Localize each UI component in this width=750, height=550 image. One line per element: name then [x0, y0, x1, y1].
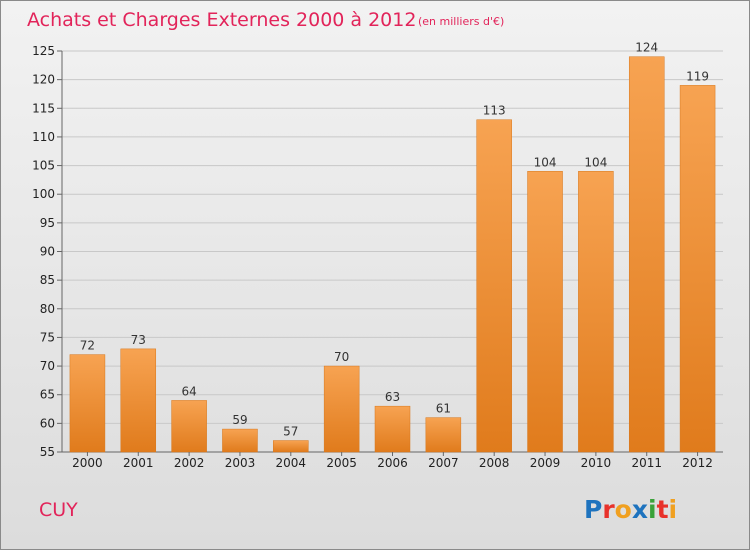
- x-tick-label: 2003: [225, 456, 256, 470]
- bar-2010: [578, 171, 614, 453]
- y-tick-label: 125: [32, 44, 55, 58]
- y-tick-label: 105: [32, 159, 55, 173]
- bar-2007: [425, 417, 462, 453]
- y-tick-label: 110: [32, 130, 55, 144]
- bar-2001: [120, 348, 157, 453]
- bar-2002: [171, 400, 207, 453]
- chart-subtitle: (en milliers d'€): [418, 15, 504, 28]
- logo-letter: i: [669, 495, 678, 524]
- bar-value-label: 59: [232, 413, 247, 427]
- bar-value-label: 73: [131, 333, 146, 347]
- logo-letter: r: [602, 495, 615, 524]
- chart-title: Achats et Charges Externes 2000 à 2012: [27, 9, 416, 31]
- logo-letter: t: [657, 495, 669, 524]
- y-tick-label: 55: [40, 445, 55, 459]
- bar-2012: [679, 85, 716, 453]
- y-tick-label: 60: [40, 416, 55, 430]
- commune-name: CUY: [39, 499, 78, 521]
- x-tick-label: 2002: [174, 456, 205, 470]
- bar-value-label: 70: [334, 350, 349, 364]
- bar-value-label: 57: [283, 425, 298, 439]
- x-tick-label: 2009: [530, 456, 561, 470]
- bar-value-label: 63: [385, 390, 400, 404]
- y-tick-label: 75: [40, 330, 55, 344]
- x-tick-label: 2006: [377, 456, 408, 470]
- grid-lines: [62, 50, 723, 453]
- y-tick-label: 65: [40, 388, 55, 402]
- bar-2003: [222, 428, 258, 453]
- x-tick-label: 2007: [428, 456, 459, 470]
- y-tick-label: 100: [32, 187, 55, 201]
- x-tick-label: 2012: [682, 456, 713, 470]
- logo-letter: P: [584, 495, 602, 524]
- bar-2011: [628, 56, 665, 453]
- proxiti-logo-text: Proxiti: [584, 495, 677, 524]
- bar-2000: [69, 354, 106, 453]
- y-tick-label: 85: [40, 273, 55, 287]
- bar-value-label: 61: [436, 402, 451, 416]
- bars: 72 73 64 59 57 70 63 61 113 104 104 124 119: [69, 41, 716, 453]
- x-tick-label: 2008: [479, 456, 510, 470]
- y-tick-label: 80: [40, 302, 55, 316]
- bar-value-label: 119: [686, 69, 709, 83]
- y-tick-label: 120: [32, 73, 55, 87]
- bar-value-label: 104: [534, 155, 557, 169]
- x-tick-label: 2011: [631, 456, 662, 470]
- y-tick-label: 115: [32, 101, 55, 115]
- y-tick-label: 70: [40, 359, 55, 373]
- y-tick-label: 95: [40, 216, 55, 230]
- x-tick-label: 2004: [276, 456, 307, 470]
- bar-2005: [323, 365, 360, 453]
- bar-value-label: 104: [584, 155, 607, 169]
- logo-letter: x: [632, 495, 648, 524]
- bar-value-label: 113: [483, 104, 506, 118]
- x-tick-label: 2010: [581, 456, 612, 470]
- bar-value-label: 72: [80, 339, 95, 353]
- x-tick-label: 2000: [72, 456, 103, 470]
- y-tick-label: 90: [40, 245, 55, 259]
- bar-value-label: 64: [181, 384, 196, 398]
- logo-letter: i: [648, 495, 657, 524]
- x-tick-label: 2005: [326, 456, 357, 470]
- proxiti-logo: Proxiti: [584, 495, 677, 524]
- x-tick-label: 2001: [123, 456, 154, 470]
- logo-letter: o: [615, 495, 632, 524]
- bar-2009: [527, 171, 563, 453]
- bar-2004: [273, 440, 309, 453]
- bar-2006: [374, 405, 411, 453]
- bar-2008: [476, 119, 512, 453]
- x-axis-labels: 2000 2001 2002 2003 2004 2005 2006 2007 2008 2009…: [72, 452, 713, 470]
- bar-value-label: 124: [635, 41, 658, 55]
